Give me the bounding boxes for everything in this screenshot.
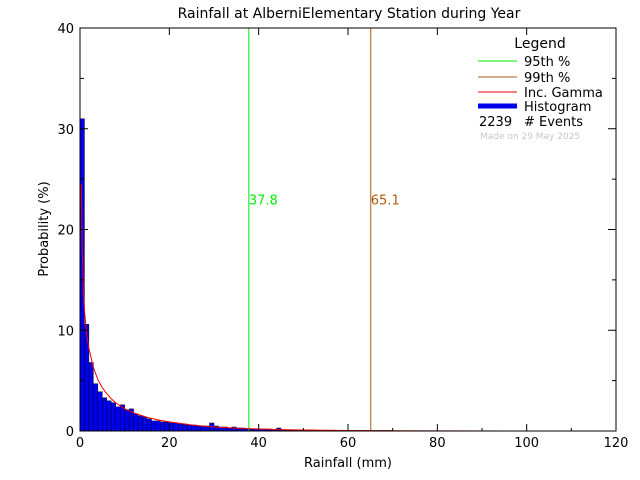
- legend-label-histogram: Histogram: [524, 100, 591, 115]
- percentile-lines: [248, 28, 372, 431]
- y-tick-label: 0: [66, 425, 74, 440]
- histogram-bar: [191, 424, 197, 432]
- histogram-bar: [173, 422, 179, 432]
- x-tick-label: 40: [250, 436, 267, 451]
- histogram-bars: [79, 118, 393, 432]
- x-tick-label: 60: [340, 436, 357, 451]
- histogram-bar: [124, 409, 130, 432]
- histogram-bar: [200, 425, 206, 432]
- histogram-bar: [146, 418, 152, 432]
- histogram-bar: [93, 383, 99, 432]
- legend: Legend 95th % 99th % Inc. Gamma Histogra…: [478, 36, 603, 142]
- histogram-bar: [111, 402, 116, 432]
- histogram-bar: [102, 397, 108, 432]
- y-tick-label: 30: [57, 123, 74, 138]
- histogram-bar: [88, 362, 94, 432]
- histogram-bar: [182, 423, 188, 432]
- x-axis-label: Rainfall (mm): [304, 456, 392, 471]
- x-tick-label: 20: [161, 436, 178, 451]
- legend-label-gamma: Inc. Gamma: [524, 86, 603, 101]
- y-axis: 0 10 20 30 40: [57, 22, 616, 440]
- events-label: # Events: [524, 115, 583, 130]
- x-tick-label: 120: [604, 436, 629, 451]
- histogram-bar: [115, 406, 121, 432]
- histogram-bar: [186, 424, 192, 432]
- x-tick-label: 0: [76, 436, 84, 451]
- events-count: 2239: [479, 115, 512, 130]
- histogram-bar: [79, 118, 85, 432]
- histogram-bar: [133, 413, 139, 432]
- legend-label-99th: 99th %: [524, 71, 570, 86]
- x-tick-label: 100: [514, 436, 539, 451]
- histogram-bar: [151, 420, 157, 432]
- x-axis: 0 20 40 60 80 100 120: [76, 28, 629, 451]
- histogram-bar: [106, 400, 112, 432]
- chart-title: Rainfall at AlberniElementary Station du…: [178, 6, 521, 22]
- y-axis-label: Probability (%): [37, 181, 52, 276]
- histogram-bar: [97, 391, 103, 432]
- legend-title: Legend: [514, 36, 565, 52]
- histogram-bar: [137, 415, 143, 432]
- gamma-curve: [80, 184, 617, 432]
- histogram-bar: [178, 423, 183, 432]
- y-tick-label: 20: [57, 224, 74, 239]
- histogram-bar: [195, 425, 201, 432]
- made-on-note: Made on 29 May 2025: [480, 132, 580, 142]
- p95-value-label: 37.8: [249, 193, 278, 208]
- histogram-bar: [169, 422, 174, 432]
- histogram-bar: [160, 421, 166, 432]
- y-tick-label: 10: [57, 324, 74, 339]
- p99-value-label: 65.1: [371, 193, 400, 208]
- x-tick-label: 80: [429, 436, 446, 451]
- histogram-bar: [142, 416, 148, 432]
- y-tick-label: 40: [57, 22, 74, 37]
- histogram-bar: [155, 420, 161, 432]
- legend-label-95th: 95th %: [524, 55, 570, 70]
- histogram-bar: [84, 324, 90, 432]
- histogram-bar: [164, 421, 170, 432]
